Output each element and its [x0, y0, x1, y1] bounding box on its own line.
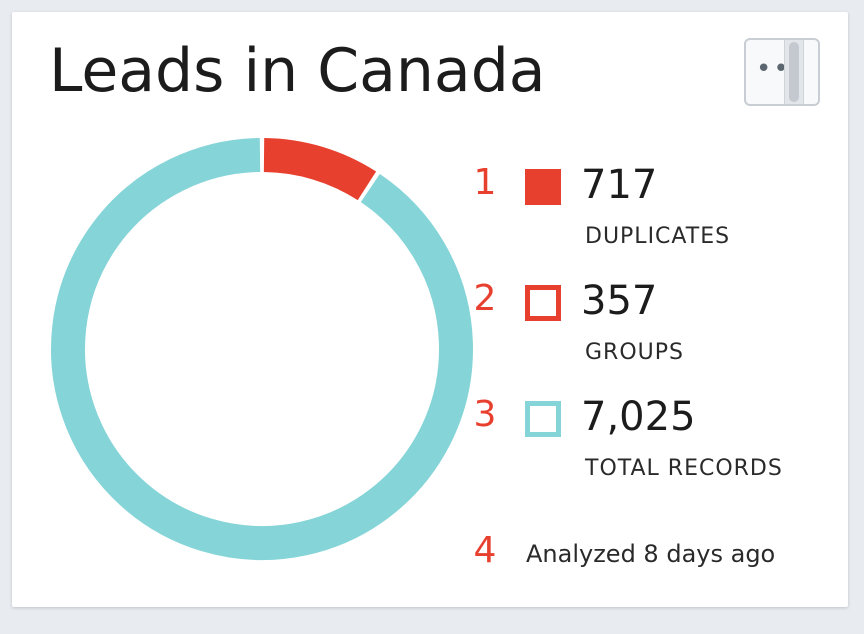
leads-card: Leads in Canada ••• 1 717 DUPLICATES 2 3… [12, 12, 848, 607]
menu-scrollbar-thumb[interactable] [789, 42, 799, 102]
donut-chart [51, 138, 473, 560]
legend-value: 357 [581, 278, 658, 324]
legend-number: 3 [473, 394, 497, 435]
legend-swatch-filled [525, 169, 561, 205]
legend-value: 717 [581, 162, 658, 208]
legend-swatch-outline [525, 401, 561, 437]
legend-label: TOTAL RECORDS [585, 456, 783, 481]
legend-label: DUPLICATES [585, 224, 731, 249]
card-title: Leads in Canada [49, 36, 546, 106]
donut-segment-duplicates [263, 138, 377, 201]
legend-number: 2 [473, 278, 497, 319]
donut-segment-total-records [51, 138, 473, 560]
menu-scrollbar[interactable] [784, 40, 804, 104]
legend-swatch-outline [525, 285, 561, 321]
legend-item-groups: 2 357 GROUPS [470, 278, 830, 378]
more-options-button[interactable]: ••• [744, 38, 820, 106]
analyzed-timestamp: Analyzed 8 days ago [526, 540, 776, 568]
legend-item-duplicates: 1 717 DUPLICATES [470, 162, 830, 262]
legend-value: 7,025 [581, 394, 696, 440]
footer-number: 4 [473, 530, 497, 571]
donut-segments [51, 138, 473, 560]
legend-number: 1 [473, 162, 497, 203]
legend-label: GROUPS [585, 340, 684, 365]
legend-item-total-records: 3 7,025 TOTAL RECORDS [470, 394, 830, 494]
